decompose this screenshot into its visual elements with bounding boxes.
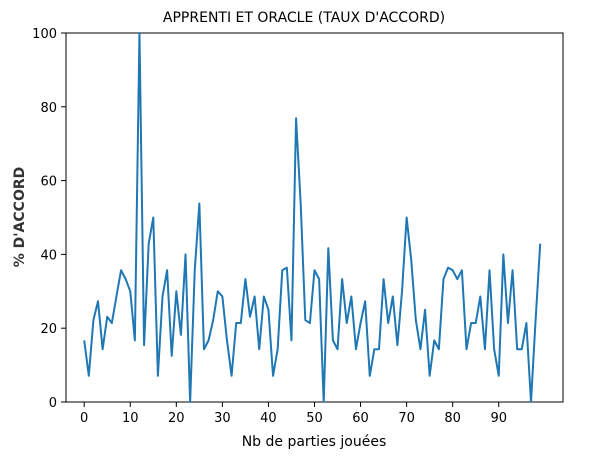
x-tick-label: 40 xyxy=(260,411,277,426)
y-axis: 0 20 40 60 80 100 xyxy=(32,27,66,411)
x-tick-label: 10 xyxy=(122,411,139,426)
y-tick-label: 0 xyxy=(49,396,57,411)
y-tick-label: 60 xyxy=(40,175,57,190)
x-tick-label: 60 xyxy=(352,411,369,426)
x-tick-label: 0 xyxy=(80,411,88,426)
y-tick-label: 40 xyxy=(40,248,57,263)
chart-title: APPRENTI ET ORACLE (TAUX D'ACCORD) xyxy=(163,10,445,26)
x-axis: 0 10 20 30 40 50 60 70 80 90 xyxy=(80,402,507,426)
y-tick-label: 80 xyxy=(40,101,57,116)
y-tick-label: 100 xyxy=(32,27,57,42)
x-tick-label: 80 xyxy=(444,411,461,426)
series-line xyxy=(83,32,542,403)
x-axis-label: Nb de parties jouées xyxy=(242,434,387,450)
x-tick-label: 20 xyxy=(168,411,185,426)
x-tick-label: 70 xyxy=(398,411,415,426)
x-tick-label: 90 xyxy=(490,411,507,426)
y-axis-label: % D'ACCORD xyxy=(12,167,28,268)
y-tick-label: 20 xyxy=(40,322,57,337)
x-tick-label: 50 xyxy=(306,411,323,426)
x-tick-label: 30 xyxy=(214,411,231,426)
